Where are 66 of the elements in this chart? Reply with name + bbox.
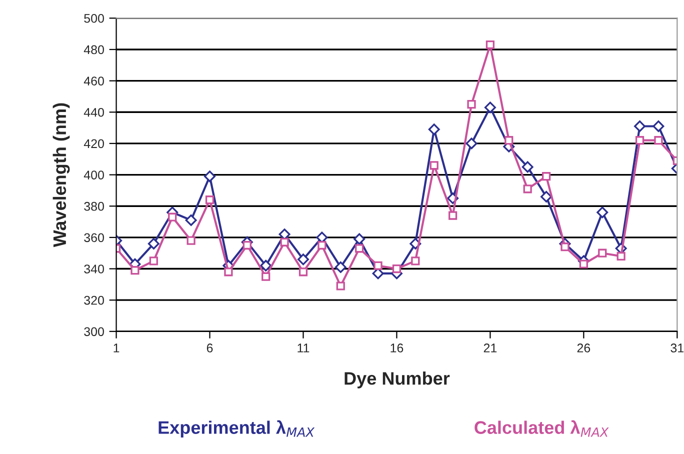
point — [598, 248, 607, 258]
point — [634, 120, 646, 132]
point — [596, 206, 608, 218]
point — [522, 161, 534, 173]
y-tick-label: 300 — [84, 327, 104, 336]
point — [354, 233, 366, 245]
point — [484, 102, 496, 114]
point — [186, 236, 196, 245]
point — [430, 161, 438, 170]
point — [466, 138, 478, 150]
point — [336, 282, 345, 290]
point — [560, 242, 570, 252]
point — [467, 100, 476, 109]
point — [298, 268, 308, 276]
y-tick-label: 380 — [84, 202, 104, 211]
x-tick-label: 6 — [206, 344, 213, 352]
point — [504, 136, 514, 145]
point — [635, 136, 644, 145]
y-tick-label: 460 — [84, 76, 104, 86]
y-tick-label: 440 — [84, 108, 104, 117]
x-tick-label: 21 — [484, 344, 497, 352]
y-tick-label: 480 — [84, 45, 104, 54]
y-tick-label: 320 — [84, 296, 104, 305]
point — [280, 238, 289, 246]
y-axis-title: Wavelength (nm) — [52, 103, 70, 248]
point — [148, 238, 160, 250]
text: Experimental λ$_{MAX}$ — [158, 420, 315, 438]
point — [428, 124, 440, 136]
point — [205, 196, 214, 204]
point — [486, 40, 495, 50]
y-tick-label: 400 — [84, 170, 104, 180]
point — [374, 261, 382, 270]
point — [355, 244, 364, 253]
point — [411, 256, 420, 266]
point — [260, 260, 272, 272]
point — [168, 212, 177, 222]
point — [654, 136, 663, 145]
point — [616, 252, 626, 261]
point — [334, 261, 346, 273]
point — [579, 260, 588, 268]
point — [297, 254, 309, 266]
x-tick-label: 16 — [390, 344, 404, 352]
y-tick-label: 360 — [84, 233, 104, 242]
x-tick-label: 31 — [670, 344, 684, 352]
point — [540, 190, 552, 202]
point — [149, 256, 158, 266]
x-tick-label: 26 — [577, 344, 590, 352]
point — [185, 214, 197, 226]
point — [318, 240, 326, 250]
point — [652, 120, 664, 132]
y-tick-label: 500 — [84, 14, 104, 23]
point — [224, 268, 233, 276]
x-tick-label: 1 — [114, 344, 120, 352]
y-tick-label: 420 — [84, 139, 104, 148]
point — [392, 264, 402, 274]
point — [448, 211, 458, 220]
x-axis-title: Dye Number — [344, 372, 450, 388]
point — [204, 170, 216, 182]
text: Calculated λ$_{MAX}$ — [474, 420, 609, 437]
point — [130, 266, 140, 275]
x-tick-label: 11 — [298, 344, 310, 352]
point — [262, 272, 270, 281]
point — [523, 184, 532, 194]
point — [542, 172, 551, 181]
point — [242, 240, 252, 250]
y-tick-label: 340 — [84, 264, 104, 274]
